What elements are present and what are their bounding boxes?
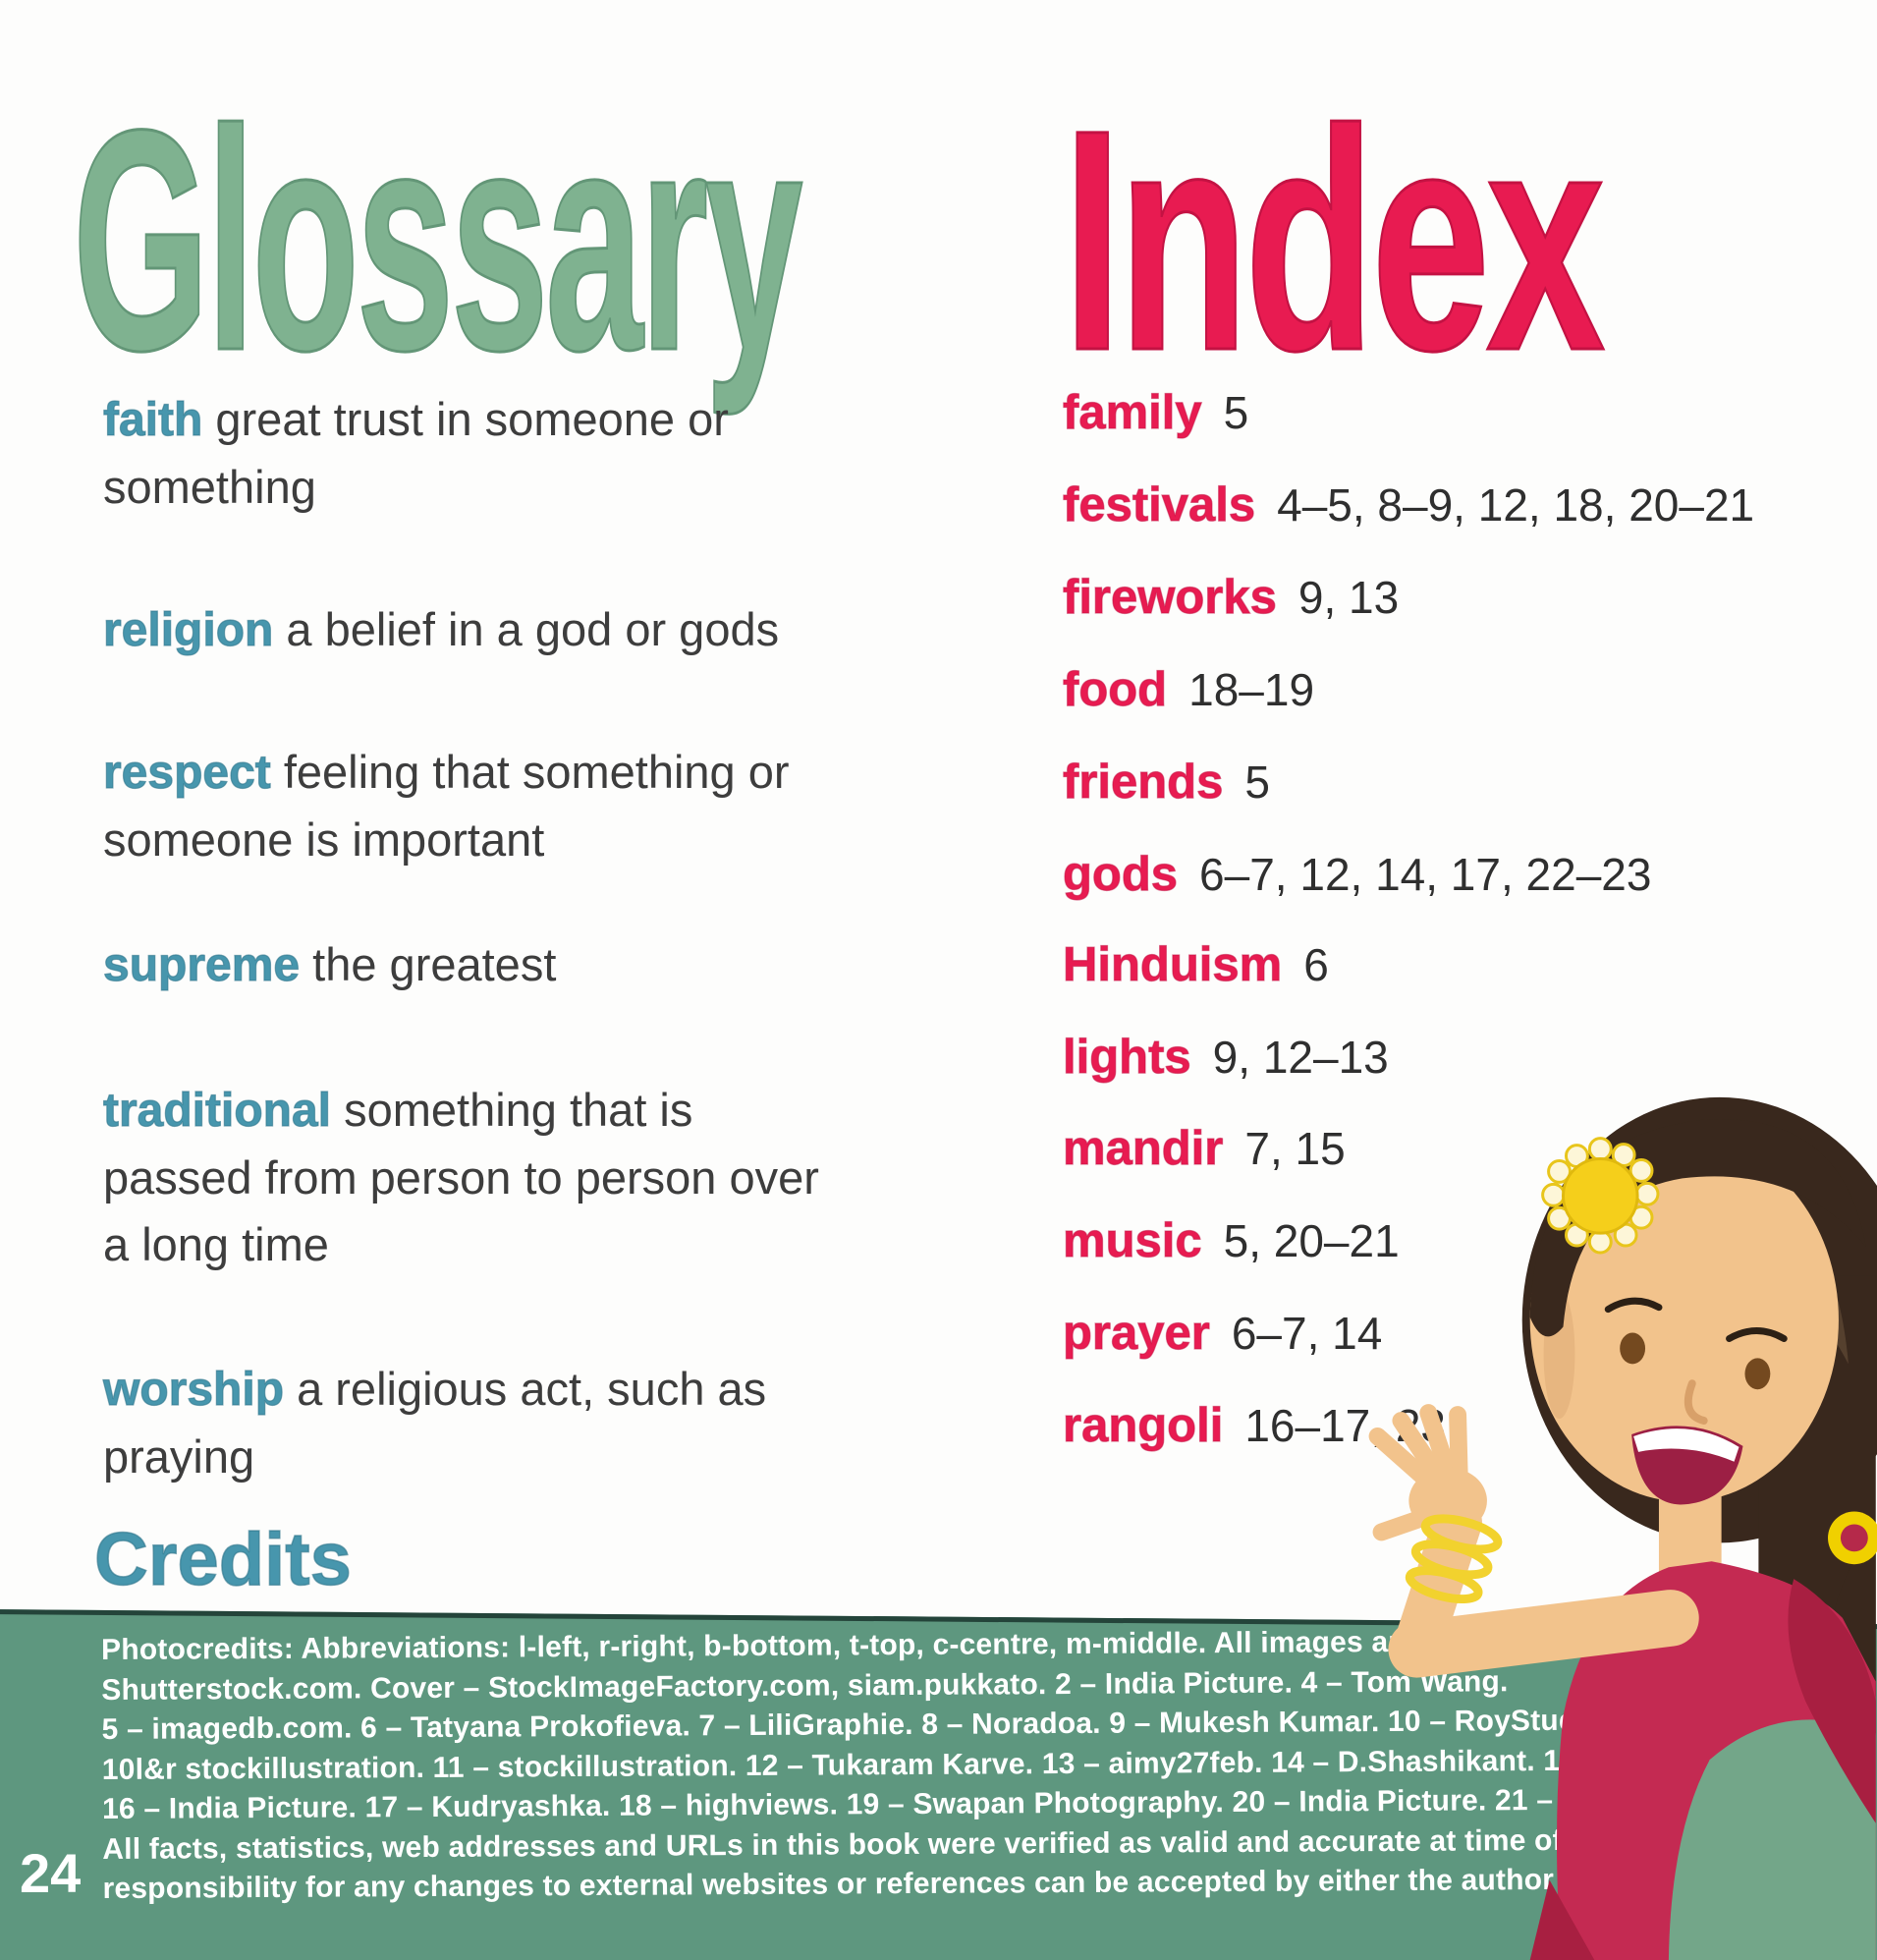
index-entry-friends: friends 5: [1062, 755, 1270, 810]
glossary-definition: great trust in someone or something: [103, 393, 729, 513]
glossary-entry-respect: respect feeling that something or someon…: [102, 739, 835, 873]
index-page-numbers: 6–7, 14: [1231, 1308, 1383, 1359]
index-page-numbers: 18–19: [1188, 664, 1315, 715]
glossary-term: worship: [102, 1363, 285, 1416]
glossary-title: Glossary: [72, 64, 803, 416]
bangles: [1405, 1514, 1503, 1604]
glossary-entry-faith: faith great trust in someone or somethin…: [102, 386, 889, 521]
girl-left-eyebrow: [1604, 1297, 1663, 1314]
index-page-numbers: 9, 13: [1297, 572, 1400, 623]
glossary-term: religion: [102, 603, 274, 656]
index-page-numbers: 5: [1223, 387, 1249, 438]
index-term: lights: [1062, 1030, 1191, 1084]
index-entry-gods: gods 6–7, 12, 14, 17, 22–23: [1062, 847, 1652, 902]
index-term: food: [1062, 662, 1168, 716]
index-entry-mandir: mandir 7, 15: [1062, 1121, 1346, 1176]
glossary-entry-worship: worship a religious act, such as praying: [102, 1356, 869, 1490]
flower-hairclip: [1541, 1137, 1660, 1255]
index-page-numbers: 7, 15: [1244, 1123, 1346, 1174]
girl-mouth: [1631, 1426, 1743, 1505]
earring: [1828, 1511, 1877, 1565]
index-page-numbers: 4–5, 8–9, 12, 18, 20–21: [1277, 479, 1755, 531]
glossary-definition: a religious act, such as praying: [103, 1363, 767, 1483]
index-entry-family: family 5: [1062, 385, 1249, 440]
index-entry-fireworks: fireworks 9, 13: [1062, 570, 1400, 625]
credits-title: Credits: [93, 1517, 352, 1602]
glossary-entry-supreme: supreme the greatest: [102, 931, 1007, 999]
index-entry-lights: lights 9, 12–13: [1062, 1030, 1389, 1085]
index-title: Index: [1062, 64, 1606, 416]
glossary-term: respect: [102, 746, 271, 799]
girl-right-eye: [1744, 1358, 1771, 1390]
glossary-term: supreme: [102, 938, 301, 991]
index-term: festivals: [1062, 477, 1256, 532]
glossary-entry-traditional: traditional something that is passed fro…: [102, 1077, 850, 1278]
index-entry-festivals: festivals 4–5, 8–9, 12, 18, 20–21: [1062, 477, 1755, 532]
index-entry-prayer: prayer 6–7, 14: [1062, 1306, 1383, 1361]
index-term: prayer: [1062, 1306, 1210, 1360]
index-page-numbers: 5, 20–21: [1223, 1215, 1400, 1266]
index-page-numbers: 5: [1244, 756, 1270, 808]
index-term: gods: [1062, 847, 1179, 901]
girl-nose: [1684, 1379, 1708, 1426]
glossary-term: traditional: [102, 1084, 332, 1137]
index-entry-Hinduism: Hinduism 6: [1062, 937, 1329, 992]
glossary-definition: something that is passed from person to …: [103, 1084, 819, 1270]
glossary-definition: a belief in a god or gods: [286, 603, 780, 655]
girl-clothes: [1529, 1561, 1876, 1960]
girl-illustration: [1368, 1096, 1877, 1960]
glossary-definition: the greatest: [312, 938, 557, 990]
glossary-term: faith: [102, 393, 203, 446]
index-term: fireworks: [1062, 570, 1277, 624]
index-entry-music: music 5, 20–21: [1062, 1213, 1400, 1268]
girl-left-eye: [1620, 1332, 1646, 1365]
index-term: mandir: [1062, 1121, 1224, 1175]
page-number: 24: [20, 1842, 82, 1904]
index-page-numbers: 6: [1303, 939, 1329, 990]
glossary-entry-religion: religion a belief in a god or gods: [102, 596, 1007, 664]
index-page-numbers: 9, 12–13: [1212, 1032, 1389, 1083]
glossary-definition: feeling that something or someone is imp…: [103, 746, 790, 866]
index-term: music: [1062, 1213, 1202, 1267]
index-term: family: [1062, 385, 1202, 439]
index-term: rangoli: [1062, 1398, 1224, 1452]
index-entry-food: food 18–19: [1062, 662, 1315, 717]
girl-right-eyebrow: [1726, 1327, 1788, 1342]
index-term: friends: [1062, 755, 1224, 809]
index-page-numbers: 6–7, 12, 14, 17, 22–23: [1199, 849, 1652, 900]
index-term: Hinduism: [1062, 937, 1283, 991]
